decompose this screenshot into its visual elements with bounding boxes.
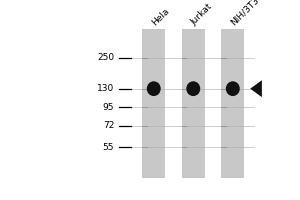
Bar xyxy=(182,29,205,178)
Ellipse shape xyxy=(226,81,240,96)
Text: 95: 95 xyxy=(103,103,114,112)
Text: NIH/3T3: NIH/3T3 xyxy=(229,0,261,27)
Bar xyxy=(221,29,244,178)
Polygon shape xyxy=(250,80,262,97)
Text: 250: 250 xyxy=(97,53,114,62)
Bar xyxy=(142,29,165,178)
Text: 55: 55 xyxy=(103,143,114,152)
Ellipse shape xyxy=(186,81,200,96)
Text: 72: 72 xyxy=(103,121,114,130)
Text: Hela: Hela xyxy=(150,6,171,27)
Text: Jurkat: Jurkat xyxy=(189,2,214,27)
Ellipse shape xyxy=(147,81,161,96)
Text: 130: 130 xyxy=(97,84,114,93)
